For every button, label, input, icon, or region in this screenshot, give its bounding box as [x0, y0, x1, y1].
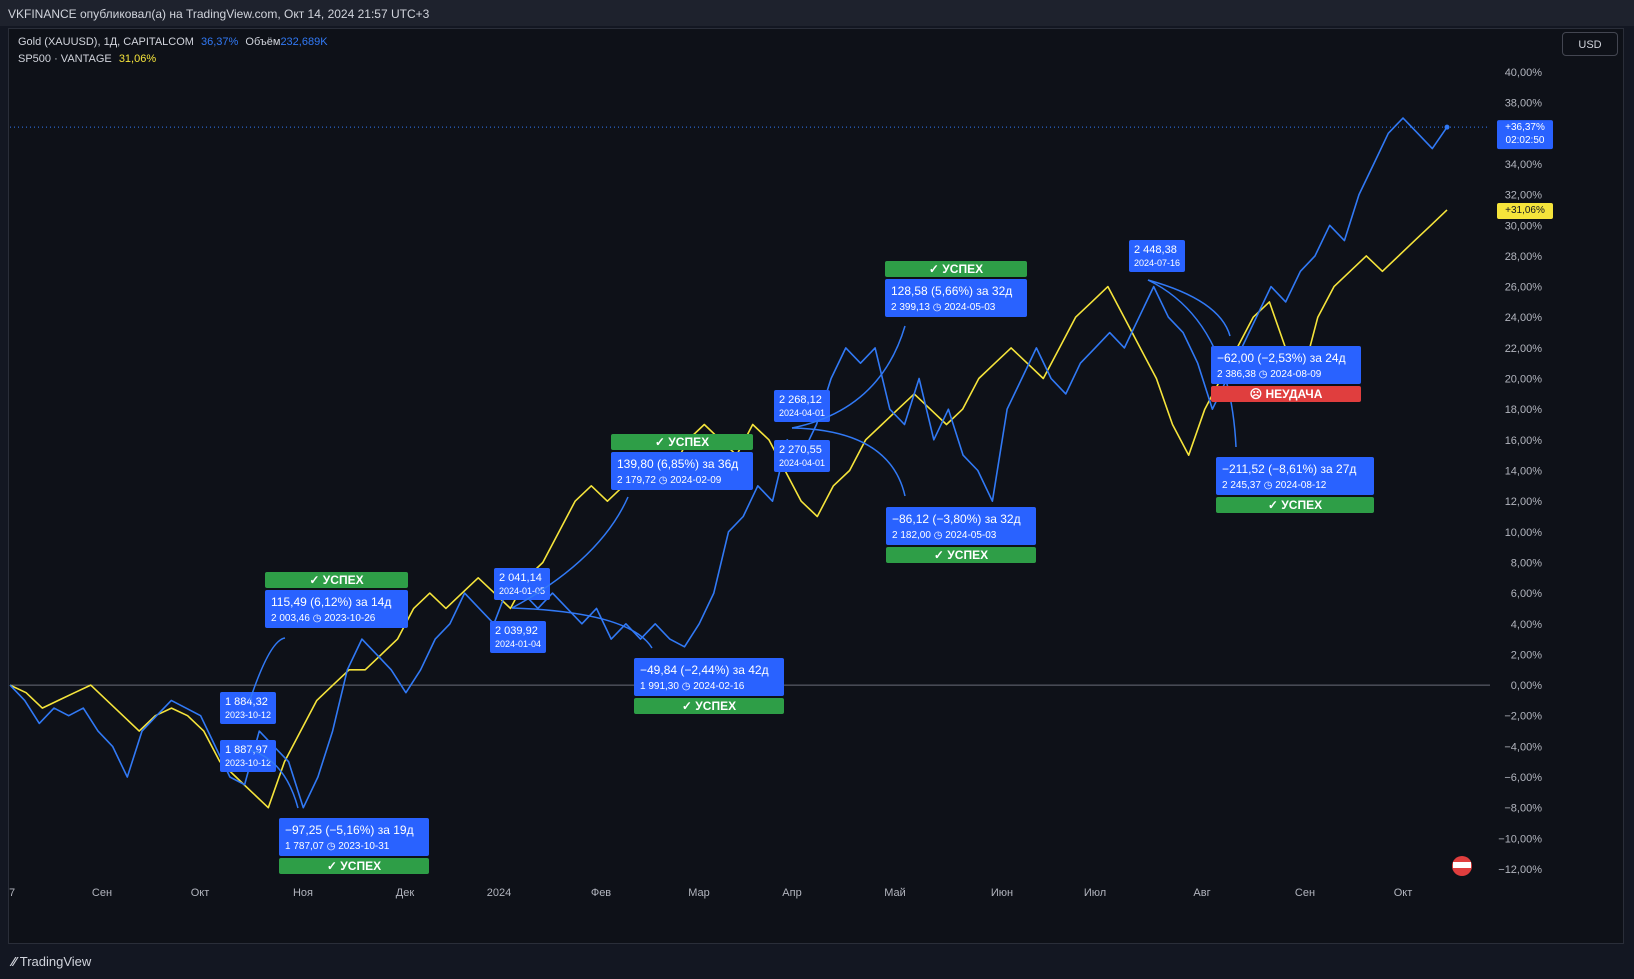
- footer: ⁄⁄ TradingView: [0, 944, 1634, 979]
- brand-name: TradingView: [19, 954, 92, 969]
- legend-gold[interactable]: Gold (XAUUSD), 1Д, CAPITALCOM 36,37% Объ…: [18, 34, 332, 51]
- publish-header: VKFINANCE опубликовал(а) на TradingView.…: [0, 0, 1634, 26]
- legend-sp500-symbol: SP500 · VANTAGE: [18, 53, 112, 65]
- legend-gold-symbol: Gold (XAUUSD), 1Д, CAPITALCOM: [18, 36, 194, 48]
- tradingview-logo: ⁄⁄ TradingView: [12, 954, 92, 969]
- legend-gold-change: 36,37%: [201, 36, 239, 48]
- legend-sp500-change: 31,06%: [118, 53, 157, 65]
- chart-area[interactable]: [8, 28, 1624, 944]
- currency-button[interactable]: USD: [1562, 32, 1618, 56]
- publish-info: VKFINANCE опубликовал(а) на TradingView.…: [8, 7, 430, 21]
- legend-volume-value: 232,689K: [280, 36, 328, 48]
- legend-sp500[interactable]: SP500 · VANTAGE 31,06%: [18, 51, 332, 68]
- chart-legend: Gold (XAUUSD), 1Д, CAPITALCOM 36,37% Объ…: [18, 34, 332, 68]
- legend-volume-label: Объём: [245, 36, 281, 48]
